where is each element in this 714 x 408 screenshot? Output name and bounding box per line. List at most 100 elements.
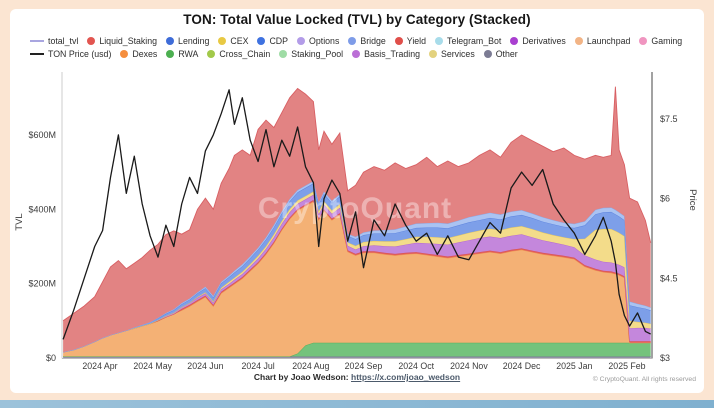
legend-item-launchpad[interactable]: Launchpad [574, 36, 631, 46]
axis-ticks: $0 $200M $400M $600M $3 $4.5 $6 $7.5 2024 Apr 202… [14, 114, 698, 371]
dot-swatch-icon [297, 37, 306, 45]
copyright-text: © CryptoQuant. All rights reserved [592, 376, 696, 383]
legend-label: Telegram_Bot [447, 36, 502, 46]
dot-swatch-icon [639, 37, 648, 45]
dot-swatch-icon [87, 37, 96, 45]
legend-label: Basis_Trading [364, 49, 420, 59]
right-axis-tick: $4.5 [660, 273, 678, 283]
x-axis-tick: 2024 Jun [187, 361, 223, 371]
x-axis-tick: 2024 Oct [398, 361, 434, 371]
x-axis-tick: 2025 Jan [556, 361, 592, 371]
axes [61, 72, 653, 359]
legend-item-liquid-staking[interactable]: Liquid_Staking [87, 36, 157, 46]
ton-price-path [62, 89, 651, 340]
legend-label: total_tvl [48, 36, 79, 46]
footer-credit: Chart by Joao Wedson: https://x.com/joao… [0, 372, 714, 382]
legend-item-other[interactable]: Other [483, 49, 518, 59]
legend-item-options[interactable]: Options [297, 36, 339, 46]
dot-swatch-icon [218, 37, 227, 45]
dot-swatch-icon [279, 50, 288, 58]
legend-label: Launchpad [586, 36, 631, 46]
legend-row-1: total_tvl Liquid_Staking Lending CEX CDP Opti… [30, 36, 706, 46]
line-swatch-icon [30, 53, 44, 55]
legend-label: Staking_Pool [291, 49, 344, 59]
legend-label: Bridge [360, 36, 386, 46]
right-axis-title: Price [687, 189, 698, 211]
area-lending [63, 183, 651, 353]
legend-item-rwa[interactable]: RWA [166, 49, 198, 59]
legend-label: Yield [406, 36, 427, 46]
dot-swatch-icon [510, 37, 519, 45]
x-axis-tick: 2024 Nov [450, 361, 488, 371]
legend-label: CEX [230, 36, 249, 46]
bottom-window-strip [0, 400, 714, 408]
legend-item-cross-chain[interactable]: Cross_Chain [207, 49, 270, 59]
page-title: TON: Total Value Locked (TVL) by Categor… [183, 12, 531, 27]
dot-swatch-icon [348, 37, 357, 45]
legend-item-basis-trading[interactable]: Basis_Trading [352, 49, 420, 59]
author-link[interactable]: https://x.com/joao_wedson [351, 372, 461, 382]
legend-item-telegram-bot[interactable]: Telegram_Bot [435, 36, 501, 46]
x-axis-tick: 2024 Jul [241, 361, 274, 371]
line-swatch-icon [30, 40, 44, 42]
legend-label: RWA [178, 49, 199, 59]
dot-swatch-icon [394, 37, 403, 45]
watermark: CryptoQuant [258, 192, 452, 225]
x-axis-tick: 2024 May [133, 361, 172, 371]
left-axis-tick: $200M [28, 279, 56, 289]
legend-label: Dexes [132, 49, 158, 59]
left-axis-tick: $0 [46, 353, 56, 363]
legend-label: CDP [269, 36, 289, 46]
x-axis-tick: 2024 Aug [292, 361, 329, 371]
legend-item-dexes[interactable]: Dexes [120, 49, 157, 59]
right-axis-tick: $7.5 [660, 114, 678, 124]
plot-hover-region[interactable] [62, 76, 652, 358]
left-axis-tick: $400M [28, 204, 56, 214]
legend-label: Services [440, 49, 475, 59]
area-dexes [63, 201, 651, 357]
legend-label: Lending [178, 36, 210, 46]
x-axis-tick: 2024 Apr [82, 361, 117, 371]
legend-item-ton-price-usd-[interactable]: TON Price (usd) [30, 49, 111, 59]
x-axis-tick: 2024 Sep [345, 361, 383, 371]
legend-item-gaming[interactable]: Gaming [639, 36, 682, 46]
legend-row-2: TON Price (usd) Dexes RWA Cross_Chain Stakin… [30, 49, 706, 59]
price-line [62, 89, 651, 340]
dot-swatch-icon [166, 50, 175, 58]
legend-item-lending[interactable]: Lending [166, 36, 209, 46]
legend-label: TON Price (usd) [48, 49, 112, 59]
legend-item-cdp[interactable]: CDP [257, 36, 288, 46]
legend-item-bridge[interactable]: Bridge [348, 36, 386, 46]
area-cex [63, 191, 651, 353]
dot-swatch-icon [435, 37, 444, 45]
legend-item-staking-pool[interactable]: Staking_Pool [279, 49, 343, 59]
dot-swatch-icon [352, 50, 361, 58]
left-axis-tick: $600M [28, 130, 56, 140]
x-axis-tick: 2024 Dec [503, 361, 541, 371]
dot-swatch-icon [574, 37, 583, 45]
dot-swatch-icon [120, 50, 129, 58]
right-axis-tick: $6 [660, 194, 670, 204]
dot-swatch-icon [166, 37, 175, 45]
legend-label: Cross_Chain [219, 49, 271, 59]
dot-swatch-icon [483, 50, 492, 58]
area-rwa [63, 342, 651, 357]
legend: total_tvl Liquid_Staking Lending CEX CDP Opti… [30, 36, 706, 59]
legend-item-yield[interactable]: Yield [394, 36, 427, 46]
legend-label: Options [309, 36, 340, 46]
legend-label: Liquid_Staking [99, 36, 158, 46]
right-axis-tick: $3 [660, 353, 670, 363]
legend-label: Gaming [651, 36, 683, 46]
legend-item-derivatives[interactable]: Derivatives [510, 36, 566, 46]
legend-item-services[interactable]: Services [428, 49, 475, 59]
dot-swatch-icon [257, 37, 266, 45]
legend-item-total-tvl[interactable]: total_tvl [30, 36, 78, 46]
dot-swatch-icon [428, 50, 437, 58]
legend-label: Other [495, 49, 518, 59]
dot-swatch-icon [207, 50, 216, 58]
left-axis-title: TVL [14, 213, 25, 230]
legend-label: Derivatives [522, 36, 566, 46]
legend-item-cex[interactable]: CEX [218, 36, 248, 46]
x-axis-tick: 2025 Feb [608, 361, 645, 371]
